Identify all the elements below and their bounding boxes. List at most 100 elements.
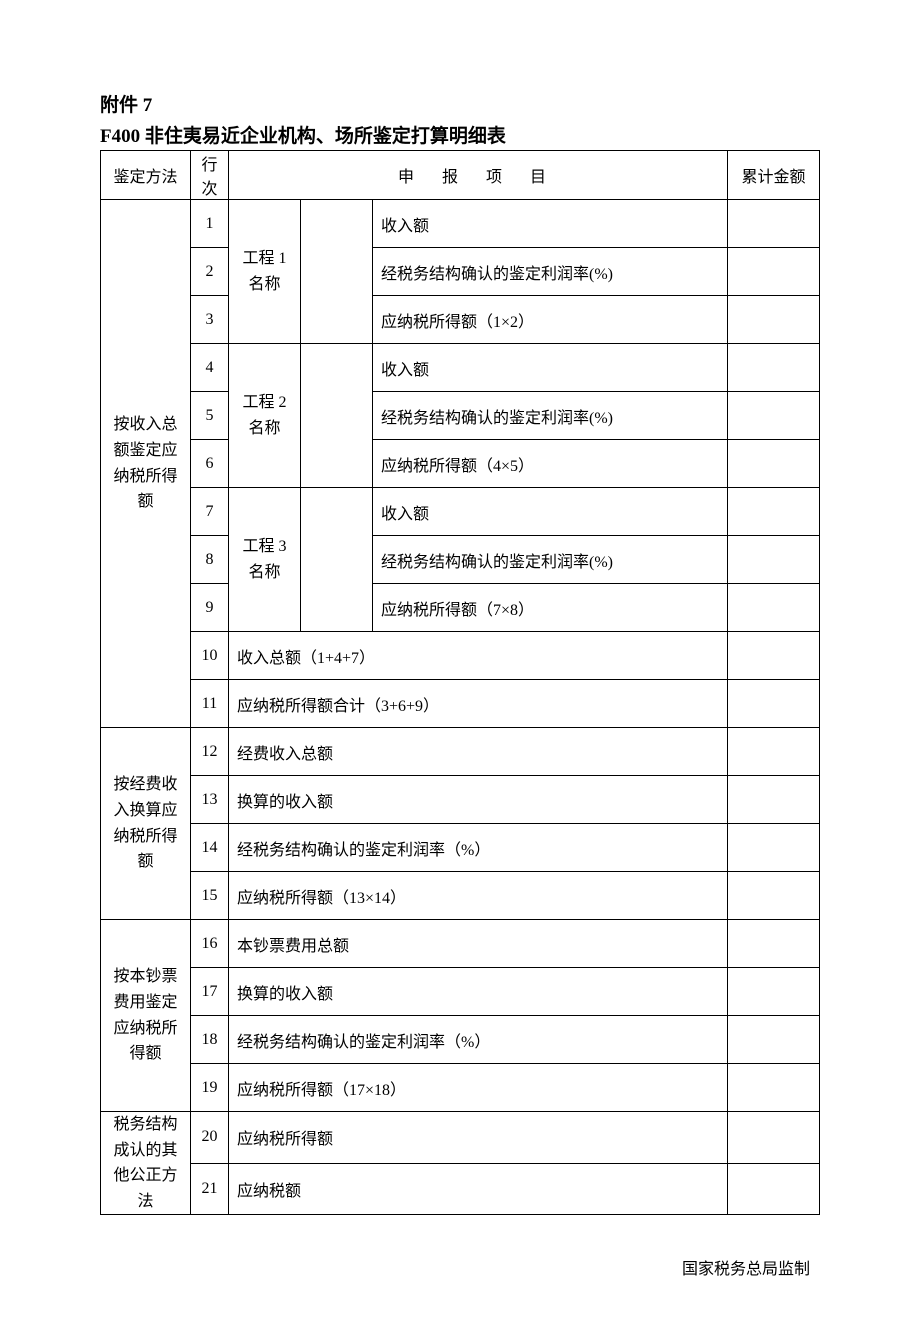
row-num: 9 [191,584,229,632]
row-desc: 应纳税所得额（17×18） [229,1064,728,1112]
row-desc: 应纳税所得额（1×2） [373,296,728,344]
row-num: 7 [191,488,229,536]
row-desc: 应纳税所得额（7×8） [373,584,728,632]
row-desc: 经费收入总额 [229,728,728,776]
row-desc: 换算的收入额 [229,776,728,824]
row-num: 14 [191,824,229,872]
row-desc: 应纳税所得额（4×5） [373,440,728,488]
method-4: 税务结构成认的其他公正方法 [101,1112,191,1215]
header-item: 申 报 项 目 [229,151,728,200]
row-num: 1 [191,200,229,248]
blank-cell [301,200,373,344]
row-num: 20 [191,1112,229,1164]
table-row: 18 经税务结构确认的鉴定利润率（%） [101,1016,820,1064]
row-num: 19 [191,1064,229,1112]
table-row: 按收入总额鉴定应纳税所得额 1 工程 1 名称 收入额 [101,200,820,248]
table-row: 税务结构成认的其他公正方法 20 应纳税所得额 [101,1112,820,1164]
row-desc: 应纳税所得额合计（3+6+9） [229,680,728,728]
table-row: 按经费收入换算应纳税所得额 12 经费收入总额 [101,728,820,776]
project-2: 工程 2 名称 [229,344,301,488]
header-amount: 累计金额 [728,151,820,200]
row-num: 6 [191,440,229,488]
row-num: 13 [191,776,229,824]
row-desc: 经税务结构确认的鉴定利润率（%） [229,1016,728,1064]
amount-cell [728,920,820,968]
amount-cell [728,392,820,440]
row-desc: 换算的收入额 [229,968,728,1016]
row-desc: 应纳税所得额（13×14） [229,872,728,920]
amount-cell [728,824,820,872]
method-2: 按经费收入换算应纳税所得额 [101,728,191,920]
row-desc: 收入总额（1+4+7） [229,632,728,680]
amount-cell [728,440,820,488]
row-num: 17 [191,968,229,1016]
table-row: 10 收入总额（1+4+7） [101,632,820,680]
table-row: 17 换算的收入额 [101,968,820,1016]
amount-cell [728,296,820,344]
row-num: 21 [191,1163,229,1215]
row-desc: 收入额 [373,200,728,248]
amount-cell [728,680,820,728]
row-desc: 收入额 [373,488,728,536]
table-row: 15 应纳税所得额（13×14） [101,872,820,920]
table-row: 按本钞票费用鉴定应纳税所得额 16 本钞票费用总额 [101,920,820,968]
amount-cell [728,248,820,296]
row-desc: 应纳税额 [229,1163,728,1215]
amount-cell [728,344,820,392]
table-row: 5 经税务结构确认的鉴定利润率(%) [101,392,820,440]
amount-cell [728,632,820,680]
amount-cell [728,1112,820,1164]
table-row: 13 换算的收入额 [101,776,820,824]
table-row: 3 应纳税所得额（1×2） [101,296,820,344]
amount-cell [728,536,820,584]
row-desc: 经税务结构确认的鉴定利润率(%) [373,392,728,440]
row-desc: 应纳税所得额 [229,1112,728,1164]
table-row: 9 应纳税所得额（7×8） [101,584,820,632]
row-desc: 经税务结构确认的鉴定利润率(%) [373,248,728,296]
row-desc: 本钞票费用总额 [229,920,728,968]
project-3: 工程 3 名称 [229,488,301,632]
row-num: 5 [191,392,229,440]
blank-cell [301,344,373,488]
amount-cell [728,872,820,920]
header-row: 行次 [191,151,229,200]
header-method: 鉴定方法 [101,151,191,200]
table-header-row: 鉴定方法 行次 申 报 项 目 累计金额 [101,151,820,200]
document-title: F400 非住夷易近企业机构、场所鉴定打算明细表 [100,121,820,148]
row-num: 12 [191,728,229,776]
row-num: 10 [191,632,229,680]
row-num: 3 [191,296,229,344]
table-row: 7 工程 3 名称 收入额 [101,488,820,536]
project-1: 工程 1 名称 [229,200,301,344]
row-desc: 收入额 [373,344,728,392]
table-row: 11 应纳税所得额合计（3+6+9） [101,680,820,728]
table-row: 21 应纳税额 [101,1163,820,1215]
table-row: 4 工程 2 名称 收入额 [101,344,820,392]
method-1: 按收入总额鉴定应纳税所得额 [101,200,191,728]
amount-cell [728,1016,820,1064]
amount-cell [728,1064,820,1112]
row-num: 15 [191,872,229,920]
amount-cell [728,1163,820,1215]
table-row: 19 应纳税所得额（17×18） [101,1064,820,1112]
row-num: 11 [191,680,229,728]
amount-cell [728,200,820,248]
blank-cell [301,488,373,632]
row-desc: 经税务结构确认的鉴定利润率(%) [373,536,728,584]
amount-cell [728,728,820,776]
document-page: 附件 7 F400 非住夷易近企业机构、场所鉴定打算明细表 鉴定方法 行次 申 … [0,0,920,1339]
footer-text: 国家税务总局监制 [100,1255,820,1279]
row-num: 16 [191,920,229,968]
amount-cell [728,968,820,1016]
row-num: 2 [191,248,229,296]
amount-cell [728,776,820,824]
amount-cell [728,488,820,536]
row-num: 18 [191,1016,229,1064]
row-num: 4 [191,344,229,392]
attachment-label: 附件 7 [100,90,820,117]
table-row: 8 经税务结构确认的鉴定利润率(%) [101,536,820,584]
method-3: 按本钞票费用鉴定应纳税所得额 [101,920,191,1112]
table-row: 14 经税务结构确认的鉴定利润率（%） [101,824,820,872]
amount-cell [728,584,820,632]
declaration-table: 鉴定方法 行次 申 报 项 目 累计金额 按收入总额鉴定应纳税所得额 1 工程 … [100,150,820,1215]
